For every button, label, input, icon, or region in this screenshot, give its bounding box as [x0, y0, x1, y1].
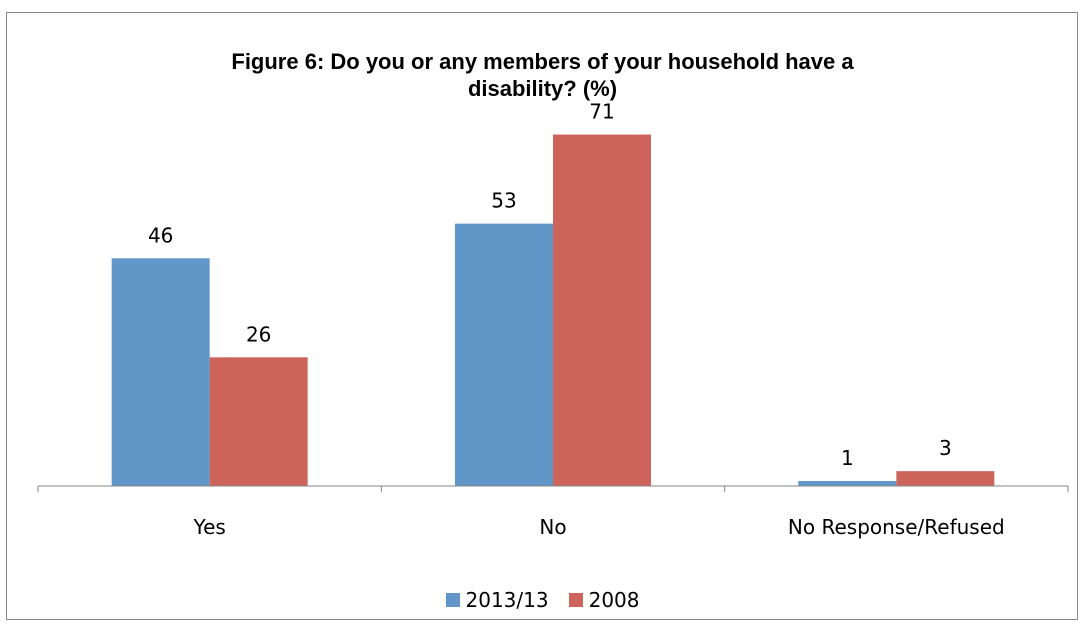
- chart-title-line-1: Figure 6: Do you or any members of your …: [231, 49, 854, 74]
- bar-no-series-1: [455, 223, 553, 486]
- category-label-yes: Yes: [193, 515, 226, 539]
- legend-label-series-1: 2013/13: [465, 588, 549, 612]
- legend-item-series-1: 2013/13: [445, 588, 549, 612]
- bar-no-response-refused-series-1: [798, 481, 897, 486]
- category-label-no: No: [539, 515, 566, 539]
- data-label-no-response-refused-series-1: 1: [841, 446, 854, 470]
- category-label-no-response-refused: No Response/Refused: [788, 515, 1005, 539]
- bar-yes-series-1: [111, 258, 210, 486]
- legend-swatch-series-1: [445, 593, 460, 607]
- chart-title-line-2: disability? (%): [467, 76, 618, 101]
- legend-swatch-series-2: [568, 593, 583, 607]
- data-label-no-series-2: 71: [589, 100, 614, 124]
- legend-label-series-2: 2008: [588, 588, 640, 612]
- data-label-no-series-1: 53: [491, 189, 516, 213]
- legend-item-series-2: 2008: [568, 588, 640, 612]
- legend: 2013/13 2008: [0, 588, 1085, 612]
- data-label-no-response-refused-series-2: 3: [939, 436, 952, 460]
- data-label-yes-series-1: 46: [148, 223, 173, 247]
- data-label-yes-series-2: 26: [246, 322, 271, 346]
- bar-no-series-2: [553, 134, 651, 487]
- bar-no-response-refused-series-2: [896, 471, 995, 486]
- bar-yes-series-2: [209, 357, 308, 486]
- chart-title: Figure 6: Do you or any members of your …: [0, 48, 1085, 102]
